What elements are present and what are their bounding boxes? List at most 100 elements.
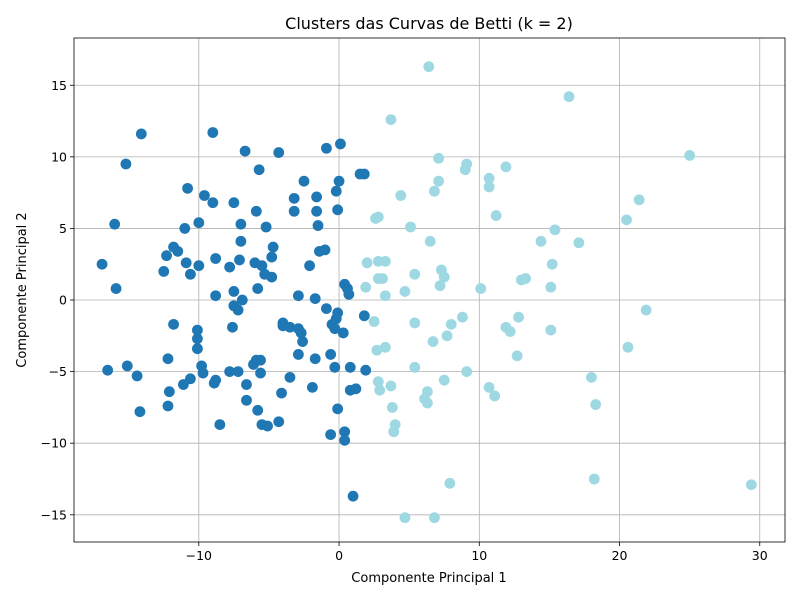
cluster-0-point — [255, 354, 266, 366]
cluster-1-point — [633, 194, 645, 206]
cluster-0-point — [321, 142, 332, 154]
cluster-0-point — [214, 419, 226, 430]
cluster-0-point — [192, 324, 203, 336]
cluster-0-point — [232, 366, 244, 378]
cluster-0-point — [337, 327, 349, 339]
cluster-0-point — [295, 327, 307, 339]
cluster-1-point — [433, 152, 445, 164]
y-tick-label: 10 — [51, 149, 67, 164]
cluster-1-point — [621, 214, 632, 226]
x-axis-title: Componente Principal 1 — [351, 571, 506, 586]
cluster-1-point — [399, 512, 411, 524]
cluster-0-point — [224, 261, 236, 273]
cluster-0-point — [179, 223, 191, 234]
cluster-0-point — [267, 241, 279, 253]
cluster-0-point — [358, 168, 370, 180]
cluster-1-point — [379, 341, 391, 353]
cluster-0-point — [208, 377, 220, 389]
cluster-0-point — [262, 420, 273, 432]
cluster-0-point — [158, 265, 170, 277]
cluster-1-point — [745, 479, 757, 491]
cluster-0-point — [329, 323, 341, 335]
cluster-1-point — [441, 330, 453, 342]
cluster-0-point — [339, 434, 351, 446]
cluster-1-point — [438, 271, 450, 283]
x-tick-label: 20 — [612, 548, 628, 563]
cluster-1-point — [475, 283, 487, 294]
cluster-1-point — [409, 317, 421, 329]
cluster-1-point — [684, 150, 696, 161]
cluster-0-point — [284, 371, 296, 383]
cluster-0-point — [266, 251, 278, 263]
cluster-0-point — [235, 235, 247, 247]
cluster-0-point — [121, 360, 133, 372]
cluster-0-point — [162, 353, 174, 365]
cluster-0-point — [134, 406, 146, 418]
cluster-1-point — [427, 336, 439, 347]
cluster-1-point — [360, 281, 372, 293]
cluster-0-point — [168, 318, 179, 330]
cluster-0-point — [210, 290, 222, 302]
cluster-0-point — [109, 218, 121, 230]
cluster-0-point — [232, 304, 244, 316]
cluster-1-point — [421, 397, 433, 409]
cluster-1-point — [385, 380, 397, 392]
cluster-0-point — [250, 205, 262, 217]
cluster-0-point — [180, 257, 192, 269]
cluster-0-point — [210, 253, 222, 264]
cluster-1-point — [461, 366, 473, 378]
cluster-0-point — [110, 283, 122, 294]
x-tick-label: −10 — [186, 548, 212, 563]
cluster-1-point — [511, 350, 523, 362]
cluster-1-point — [500, 161, 512, 173]
cluster-1-point — [489, 390, 501, 402]
cluster-0-point — [292, 290, 304, 302]
cluster-0-point — [239, 145, 251, 157]
cluster-0-point — [288, 192, 300, 204]
cluster-0-point — [102, 364, 114, 376]
y-tick-label: −10 — [41, 436, 67, 451]
cluster-0-point — [273, 147, 285, 158]
y-tick-label: −15 — [41, 507, 67, 522]
cluster-1-point — [438, 374, 450, 386]
cluster-0-point — [312, 220, 324, 231]
cluster-0-point — [207, 197, 219, 209]
cluster-1-point — [545, 281, 557, 293]
cluster-0-point — [325, 429, 337, 441]
cluster-1-point — [586, 371, 597, 383]
cluster-0-point — [227, 321, 238, 333]
cluster-0-point — [358, 310, 370, 322]
cluster-0-point — [235, 218, 247, 230]
cluster-0-point — [298, 175, 310, 187]
cluster-1-point — [590, 399, 602, 410]
cluster-0-point — [182, 182, 193, 194]
y-tick-label: 0 — [59, 293, 67, 308]
cluster-1-point — [388, 426, 400, 438]
data-points — [96, 61, 757, 524]
chart-title: Clusters das Curvas de Betti (k = 2) — [285, 14, 573, 33]
cluster-1-point — [445, 318, 457, 330]
cluster-1-point — [399, 286, 411, 297]
cluster-0-point — [329, 361, 341, 373]
cluster-1-point — [490, 210, 502, 221]
cluster-0-point — [131, 370, 143, 382]
cluster-1-point — [423, 61, 435, 73]
cluster-0-point — [297, 336, 308, 347]
cluster-1-point — [622, 341, 634, 353]
cluster-0-point — [241, 379, 252, 390]
cluster-1-point — [640, 304, 652, 316]
cluster-0-point — [207, 127, 219, 138]
cluster-1-point — [429, 185, 440, 197]
cluster-0-point — [163, 386, 175, 398]
cluster-0-point — [199, 190, 210, 201]
cluster-0-point — [193, 217, 205, 229]
cluster-1-point — [504, 326, 516, 337]
cluster-1-point — [483, 181, 495, 193]
cluster-1-point — [386, 402, 398, 413]
cluster-0-point — [333, 175, 345, 187]
cluster-0-point — [273, 416, 285, 428]
cluster-1-point — [515, 274, 527, 286]
cluster-1-point — [433, 175, 445, 187]
cluster-0-point — [253, 164, 265, 176]
cluster-1-point — [374, 384, 386, 396]
